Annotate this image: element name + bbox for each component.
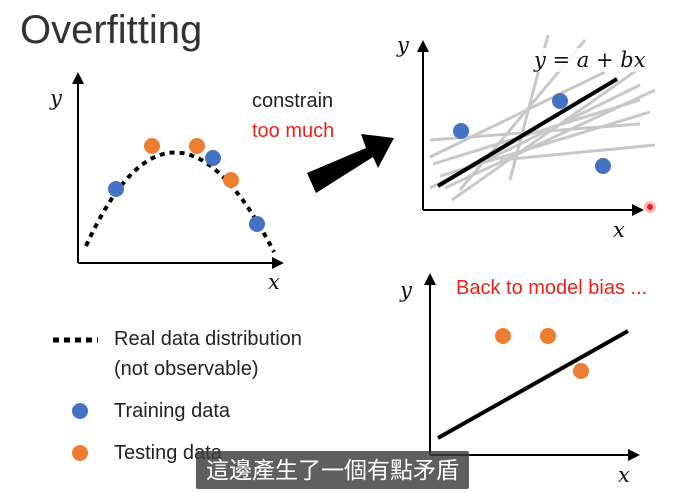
training-point (453, 123, 469, 139)
model-bias-caption: Back to model bias ... (456, 277, 648, 299)
left-plot-x-label: x (268, 270, 280, 294)
legend-markers (53, 337, 98, 461)
testing-point (540, 328, 556, 344)
training-point (552, 93, 568, 109)
real-distribution-curve (84, 150, 276, 253)
testing-point (189, 138, 205, 154)
big-arrow (307, 134, 394, 193)
br-fit-line (437, 329, 629, 440)
testing-point (144, 138, 160, 154)
equation-label: y = a + bx (530, 48, 650, 72)
br-y-label: y (400, 278, 412, 302)
left-plot-y-label: y (50, 86, 62, 110)
legend-testing-dot (72, 445, 88, 461)
arrow-text-constrain: constrain (252, 90, 334, 112)
tr-fit-line (436, 77, 619, 188)
testing-point (495, 328, 511, 344)
bottom-right-plot (424, 273, 640, 461)
legend-training-label: Training data (114, 400, 230, 422)
training-point (249, 216, 265, 232)
br-x-label: x (618, 463, 630, 487)
slide-title: Overfitting (20, 8, 203, 52)
training-point (108, 181, 124, 197)
legend-real-line1: Real data distribution (114, 328, 302, 350)
legend-real-line2: (not observable) (114, 358, 259, 380)
top-right-plot (417, 34, 656, 216)
left-plot (72, 72, 284, 269)
testing-point (223, 172, 239, 188)
tr-y-label: y (397, 33, 409, 57)
laser-pointer (644, 201, 656, 213)
tr-x-label: x (613, 218, 625, 242)
arrow-text-too-much: too much (252, 120, 335, 142)
training-point (595, 158, 611, 174)
testing-point (573, 363, 589, 379)
legend-training-dot (72, 403, 88, 419)
legend-testing-label: Testing data (114, 442, 222, 464)
training-point (205, 150, 221, 166)
video-subtitle: 這邊產生了一個有點矛盾 (196, 451, 469, 489)
